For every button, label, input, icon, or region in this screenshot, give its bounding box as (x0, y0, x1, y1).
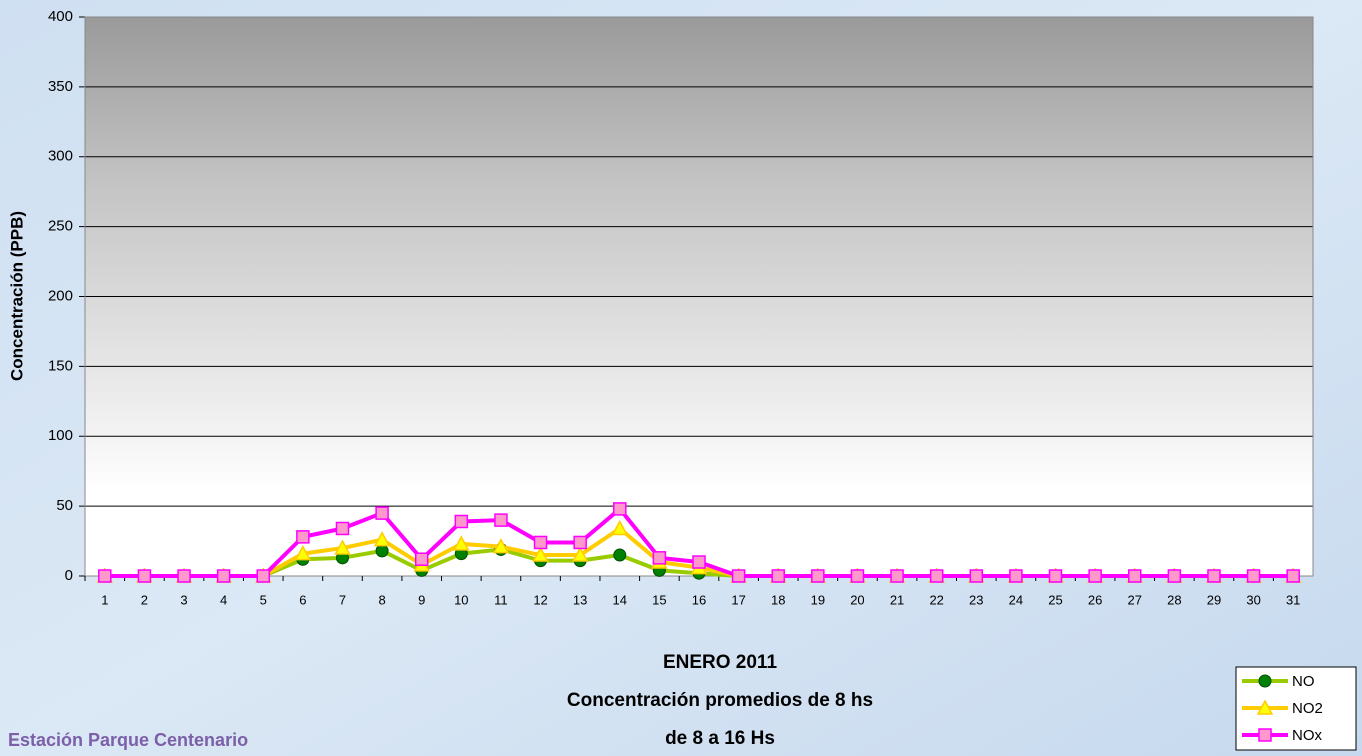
x-tick-label: 23 (969, 592, 983, 607)
x-tick-label: 8 (378, 592, 385, 607)
data-point (296, 530, 310, 544)
data-point (850, 569, 865, 583)
y-axis-label: Concentración (PPB) (7, 211, 26, 381)
data-point (1207, 569, 1221, 583)
x-tick-label: 29 (1207, 592, 1221, 607)
data-point (453, 535, 470, 551)
data-point (890, 569, 904, 583)
data-point (1246, 569, 1261, 583)
x-tick-label: 13 (573, 592, 587, 607)
x-tick-label: 20 (850, 592, 864, 607)
data-point (373, 531, 391, 547)
data-point (334, 539, 351, 555)
legend-label: NO2 (1292, 700, 1323, 717)
legend-label: NOx (1292, 727, 1323, 744)
x-tick-label: 17 (731, 592, 745, 607)
station-label: Estación Parque Centenario (8, 730, 248, 750)
y-tick-label: 250 (48, 218, 73, 235)
x-tick-label: 21 (890, 592, 904, 607)
y-tick-label: 150 (48, 357, 73, 374)
data-point (177, 569, 191, 583)
data-point (532, 546, 549, 562)
y-tick-label: 0 (65, 567, 73, 584)
x-tick-label: 14 (613, 592, 627, 607)
data-point (969, 569, 984, 583)
data-point (929, 569, 944, 583)
data-point (335, 521, 350, 536)
legend-marker (1256, 699, 1274, 715)
y-tick-label: 350 (48, 78, 73, 95)
x-tick-label: 28 (1167, 592, 1181, 607)
data-point (492, 538, 510, 554)
data-point (1048, 569, 1063, 583)
x-tick-label: 30 (1246, 592, 1260, 607)
x-tick-label: 26 (1088, 592, 1102, 607)
data-point (652, 551, 667, 565)
x-tick-label: 7 (339, 592, 346, 607)
legend-marker (1258, 674, 1272, 688)
data-point (1009, 569, 1023, 583)
data-point (533, 535, 548, 550)
x-tick-label: 9 (418, 592, 425, 607)
data-point (256, 569, 271, 583)
x-tick-label: 27 (1128, 592, 1142, 607)
data-point (414, 552, 429, 566)
data-point (1088, 569, 1102, 583)
x-tick-label: 12 (533, 592, 547, 607)
y-tick-label: 200 (48, 287, 73, 304)
data-point (137, 569, 152, 583)
y-tick-label: 50 (56, 497, 73, 514)
x-tick-label: 4 (220, 592, 227, 607)
data-point (494, 513, 508, 527)
x-tick-label: 22 (929, 592, 943, 607)
x-tick-label: 25 (1048, 592, 1062, 607)
y-tick-label: 100 (48, 427, 73, 444)
data-point (811, 569, 825, 583)
data-point (611, 519, 629, 536)
data-point (216, 569, 231, 583)
x-tick-label: 31 (1286, 592, 1300, 607)
x-tick-label: 1 (101, 592, 108, 607)
data-point (613, 548, 627, 562)
data-point (375, 506, 389, 520)
data-point (1286, 569, 1300, 583)
data-point (98, 569, 112, 583)
x-tick-label: 10 (454, 592, 468, 607)
title: ENERO 2011 (663, 652, 777, 673)
data-point (731, 569, 746, 583)
x-tick-label: 11 (494, 592, 508, 607)
data-point (454, 514, 469, 529)
data-point (1167, 569, 1182, 583)
data-point (573, 535, 587, 550)
x-tick-label: 24 (1009, 592, 1023, 607)
x-tick-label: 18 (771, 592, 785, 607)
y-tick-label: 400 (48, 8, 73, 25)
legend-marker (1258, 728, 1272, 742)
x-tick-label: 3 (180, 592, 187, 607)
x-tick-label: 16 (692, 592, 706, 607)
data-point (771, 569, 785, 583)
x-tick-label: 5 (260, 592, 267, 607)
x-tick-label: 19 (811, 592, 825, 607)
x-tick-label: 15 (652, 592, 666, 607)
data-point (1127, 569, 1142, 583)
data-point (613, 502, 627, 516)
legend-label: NO (1292, 673, 1315, 690)
x-tick-label: 2 (141, 592, 148, 607)
y-tick-label: 300 (48, 148, 73, 165)
data-point (294, 545, 312, 561)
x-tick-label: 6 (299, 592, 306, 607)
title: de 8 a 16 Hs (665, 728, 775, 749)
data-point (375, 544, 389, 558)
data-point (692, 555, 706, 569)
data-point (571, 546, 589, 562)
title: Concentración promedios de 8 hs (567, 690, 873, 711)
